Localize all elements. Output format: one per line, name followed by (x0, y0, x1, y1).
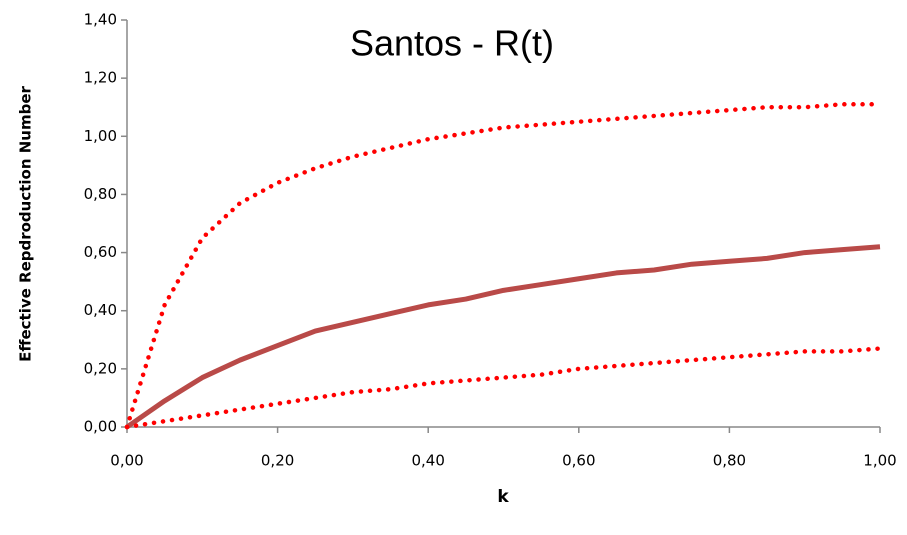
y-tick-label: 1,40 (84, 11, 117, 29)
y-tick-label: 1,20 (84, 69, 117, 87)
series-line (125, 244, 881, 430)
y-tick-label: 0,80 (84, 185, 117, 203)
x-tick-label: 0,20 (261, 452, 294, 470)
x-axis-label: k (497, 487, 509, 507)
chart-title: Santos - R(t) (350, 23, 554, 64)
x-tick-label: 1,00 (863, 452, 896, 470)
y-tick-label: 0,60 (84, 243, 117, 261)
x-tick-label: 0,40 (411, 452, 444, 470)
y-tick-label: 0,00 (84, 418, 117, 436)
y-axis-label: Effective Repdroduction Number (17, 85, 35, 361)
series-line (124, 102, 883, 430)
y-tick-label: 1,00 (84, 127, 117, 145)
y-tick-label: 0,20 (84, 359, 117, 377)
x-tick-label: 0,60 (562, 452, 595, 470)
y-tick-label: 0,40 (84, 301, 117, 319)
x-tick-label: 0,00 (110, 452, 143, 470)
series-line (124, 346, 883, 430)
x-tick-label: 0,80 (713, 452, 746, 470)
